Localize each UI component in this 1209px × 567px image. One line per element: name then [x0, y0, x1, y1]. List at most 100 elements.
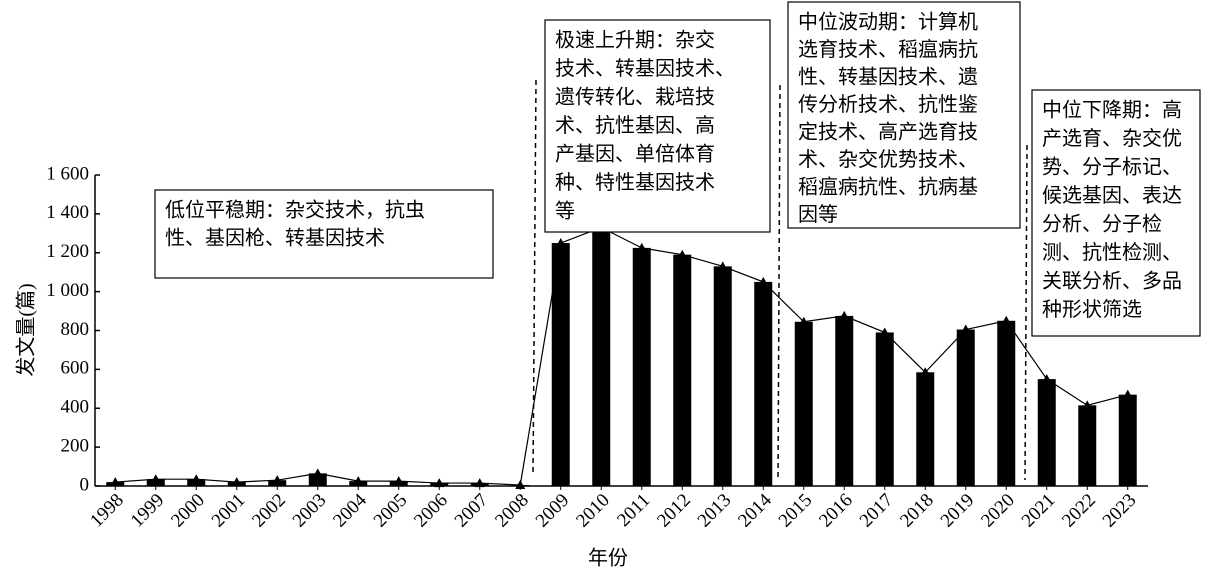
- line-marker: [515, 480, 526, 490]
- line-marker: [879, 327, 890, 337]
- line-marker: [353, 476, 364, 486]
- annotation-text: 因等: [798, 203, 838, 226]
- annotation-text: 中位波动期：计算机: [798, 11, 978, 34]
- line-marker: [798, 316, 809, 326]
- annotation-box: [154, 189, 494, 279]
- x-tick-label: 2011: [613, 490, 654, 531]
- line-marker: [1122, 389, 1133, 399]
- x-tick-label: 2020: [977, 490, 1019, 532]
- annotation-text: 术、杂交优势技术、: [798, 148, 978, 171]
- divider: [777, 84, 781, 481]
- x-tick-label: 2003: [289, 490, 331, 532]
- bar: [592, 227, 611, 486]
- y-tick-label: 1 000: [46, 280, 89, 301]
- x-tick-label: 2022: [1058, 490, 1100, 532]
- bar: [835, 315, 854, 486]
- annotation-text: 分析、分子检: [1042, 213, 1162, 236]
- x-tick-label: 2014: [734, 489, 776, 531]
- bar: [1078, 405, 1097, 486]
- line-marker: [150, 474, 161, 484]
- annotation-text: 产基因、单倍体育: [555, 143, 715, 166]
- bar: [713, 266, 732, 486]
- x-tick-label: 1999: [127, 490, 169, 532]
- annotation-text: 低位平稳期：杂交技术，抗虫: [165, 199, 425, 222]
- annotation-text: 种、特性基因技术: [555, 171, 715, 194]
- x-tick-label: 2013: [694, 490, 736, 532]
- line-marker: [717, 261, 728, 271]
- x-tick-label: 2016: [815, 490, 857, 532]
- line-marker: [636, 242, 647, 252]
- x-tick-label: 2006: [410, 490, 452, 532]
- bar: [632, 247, 651, 486]
- annotation-text: 性、基因枪、转基因技术: [165, 227, 385, 250]
- x-tick-label: 2004: [329, 489, 371, 531]
- y-axis-label: 发文量(篇): [15, 283, 38, 376]
- line-marker: [1041, 374, 1052, 384]
- line-marker: [1082, 400, 1093, 410]
- x-tick-label: 2023: [1099, 490, 1141, 532]
- annotation-text: 等: [555, 200, 575, 223]
- line-marker: [555, 238, 566, 248]
- bar: [916, 372, 935, 486]
- x-tick-label: 2019: [937, 490, 979, 532]
- x-tick-label: 2021: [1018, 490, 1060, 532]
- bar: [673, 254, 692, 486]
- annotation-text: 候选基因、表达: [1042, 184, 1182, 207]
- line-marker: [191, 474, 202, 484]
- line-marker: [920, 367, 931, 377]
- annotation-text: 极速上升期：杂交: [555, 29, 715, 52]
- annotation-box: [1031, 89, 1201, 337]
- y-tick-label: 800: [61, 319, 90, 340]
- annotation-text: 技术、转基因技术、: [555, 57, 735, 80]
- line-marker: [434, 478, 445, 488]
- annotation-box: [787, 1, 1021, 229]
- x-tick-label: 2005: [370, 490, 412, 532]
- bar: [754, 281, 773, 486]
- annotation-text: 测、抗性检测、: [1042, 241, 1182, 264]
- x-tick-label: 2017: [856, 490, 898, 532]
- period-dividers: [532, 79, 1028, 481]
- line-marker: [677, 249, 688, 259]
- bar: [956, 329, 975, 486]
- annotation-text: 关联分析、多品: [1042, 270, 1182, 293]
- annotation-text: 遗传转化、栽培技: [555, 86, 715, 109]
- trend-line: [115, 226, 1128, 486]
- bar: [1118, 394, 1137, 486]
- line-marker: [960, 324, 971, 334]
- line-marker: [393, 476, 404, 486]
- annotation-text: 产选育、杂交优: [1042, 127, 1182, 150]
- x-tick-label: 2008: [491, 490, 533, 532]
- annotation-text: 种形状筛选: [1042, 298, 1142, 321]
- x-tick-label: 2018: [896, 490, 938, 532]
- annotation-text: 中位下降期：高: [1042, 99, 1182, 122]
- line-marker: [110, 477, 121, 487]
- y-tick-label: 200: [61, 435, 90, 456]
- line-marker: [231, 477, 242, 487]
- x-tick-label: 2015: [775, 490, 817, 532]
- y-tick-label: 400: [61, 397, 90, 418]
- line-marker: [758, 276, 769, 286]
- x-tick-label: 1998: [86, 490, 128, 532]
- bar: [1037, 379, 1056, 486]
- x-axis-label: 年份: [588, 547, 628, 567]
- y-tick-label: 1 400: [46, 202, 89, 223]
- annotation-text: 势、分子标记、: [1042, 156, 1182, 179]
- line-marker: [474, 478, 485, 488]
- annotation-box: [544, 19, 771, 233]
- bar: [794, 321, 813, 486]
- x-tick-label: 2000: [167, 490, 209, 532]
- y-tick-label: 0: [80, 474, 90, 495]
- line-marker: [839, 310, 850, 320]
- annotation-text: 定技术、高产选育技: [798, 121, 978, 144]
- x-tick-label: 2007: [451, 490, 493, 532]
- annotation-text: 稻瘟病抗性、抗病基: [798, 176, 978, 199]
- x-tick-label: 2009: [532, 490, 574, 532]
- line-marker: [272, 475, 283, 485]
- bar: [875, 332, 894, 486]
- annotation-text: 传分析技术、抗性鉴: [798, 93, 978, 116]
- annotation-text: 选育技术、稻瘟病抗: [798, 38, 978, 61]
- x-tick-label: 2012: [653, 490, 695, 532]
- y-tick-label: 600: [61, 358, 90, 379]
- divider: [1024, 144, 1028, 481]
